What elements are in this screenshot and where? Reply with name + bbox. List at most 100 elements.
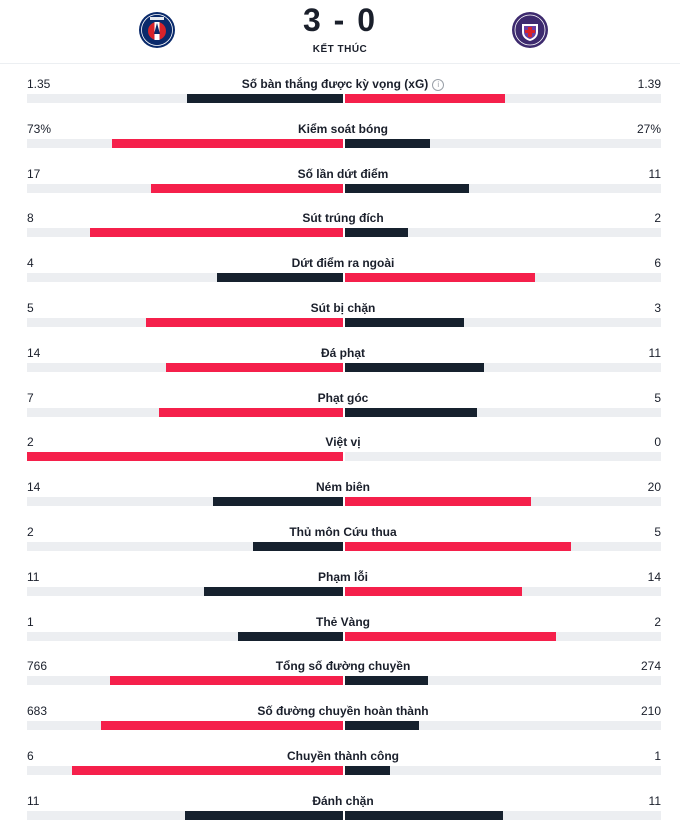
stat-label: Số đường chuyền hoàn thành <box>0 704 680 718</box>
away-stat-value: 274 <box>640 659 661 674</box>
stat-label-text: Phạt góc <box>317 390 369 405</box>
away-stat-bar <box>345 273 535 283</box>
away-stat-bar <box>345 407 477 417</box>
away-stat-bar-track <box>345 721 661 731</box>
stat-label: Sút bị chặn <box>0 301 680 315</box>
home-stat-value: 73% <box>27 121 52 136</box>
stat-row: 11 Phạm lỗi 14 <box>0 557 680 602</box>
home-stat-bar-track <box>27 362 343 372</box>
away-stat-bar-track <box>345 138 661 148</box>
away-stat-value: 14 <box>647 569 661 584</box>
home-stat-value: 2 <box>27 524 34 539</box>
home-stat-bar <box>101 721 343 731</box>
away-stat-bar <box>345 183 470 193</box>
away-stat-bar <box>345 765 391 775</box>
match-score: 3 - 0 <box>302 2 378 38</box>
away-stat-value: 1 <box>654 748 661 763</box>
away-stat-bar <box>345 362 485 372</box>
stat-row: 6 Chuyền thành công 1 <box>0 736 680 781</box>
stat-label-text: Kiểm soát bóng <box>297 121 388 136</box>
home-stat-value: 1.35 <box>27 77 51 91</box>
stat-label: Tổng số đường chuyền <box>0 659 680 673</box>
home-stat-bar <box>237 631 343 641</box>
home-stat-bar <box>158 407 343 417</box>
stat-label: Kiểm soát bóng <box>0 122 680 136</box>
stat-label-text: Ném biên <box>315 480 370 495</box>
home-stat-bar-track <box>27 407 343 417</box>
away-stat-bar <box>345 631 556 641</box>
home-stat-value: 17 <box>27 166 41 181</box>
away-stat-value: 20 <box>647 480 661 495</box>
stat-label-text: Thẻ Vàng <box>315 614 370 629</box>
home-stat-bar-track <box>27 631 343 641</box>
stat-row: 14 Đá phạt 11 <box>0 333 680 378</box>
home-stat-value: 6 <box>27 748 34 763</box>
stat-label: Đánh chặn <box>0 794 680 808</box>
stat-label: Thủ môn Cứu thua <box>0 525 680 539</box>
psg-logo-icon[interactable] <box>137 10 177 50</box>
away-stat-value: 0 <box>654 435 661 450</box>
home-stat-bar-track <box>27 452 343 462</box>
stat-label: Sút trúng đích <box>0 211 680 225</box>
home-stat-bar-track <box>27 138 343 148</box>
home-stat-bar <box>166 362 343 372</box>
away-stat-bar-track <box>345 317 661 327</box>
home-stat-bar <box>187 94 343 103</box>
stat-label: Việt vị <box>0 435 680 449</box>
home-stat-bar-track <box>27 676 343 686</box>
home-stat-value: 4 <box>27 256 34 271</box>
away-stat-value: 11 <box>648 793 661 808</box>
stat-row: 7 Phạt góc 5 <box>0 378 680 423</box>
away-stat-bar <box>345 497 531 507</box>
home-stat-value: 5 <box>27 300 34 315</box>
stat-label-text: Số lần dứt điểm <box>297 166 389 181</box>
home-stat-bar-track <box>27 317 343 327</box>
match-status: KẾT THÚC <box>312 44 368 55</box>
stat-row: 11 Đánh chặn 11 <box>0 781 680 826</box>
away-stat-value: 2 <box>654 211 661 226</box>
stat-label-text: Phạm lỗi <box>317 569 368 584</box>
away-stat-bar-track <box>345 273 661 283</box>
away-stat-bar <box>345 810 503 820</box>
home-stat-bar-track <box>27 228 343 238</box>
home-stat-bar-track <box>27 497 343 507</box>
away-stat-bar <box>345 676 429 686</box>
away-stat-bar-track <box>345 497 661 507</box>
stat-row: 683 Số đường chuyền hoàn thành 210 <box>0 691 680 736</box>
home-stat-value: 766 <box>27 659 48 674</box>
home-stat-value: 11 <box>27 793 40 808</box>
home-stat-bar-track <box>27 586 343 596</box>
away-stat-bar-track <box>345 586 661 596</box>
home-stat-bar-track <box>27 541 343 551</box>
away-stat-bar <box>345 541 571 551</box>
stat-label-text: Chuyền thành công <box>287 748 399 763</box>
home-stat-value: 2 <box>27 435 34 450</box>
toulouse-logo-icon[interactable] <box>510 10 550 50</box>
home-stat-bar <box>90 228 343 238</box>
away-stat-value: 210 <box>640 704 661 719</box>
stat-row: 1.35 Số bàn thắng được kỳ vọng (xG) i 1.39 <box>0 64 680 109</box>
home-stat-value: 11 <box>27 569 40 584</box>
home-stat-bar <box>145 317 343 327</box>
away-stat-value: 5 <box>654 524 661 539</box>
home-stat-bar <box>212 497 343 507</box>
home-stat-bar-track <box>27 721 343 731</box>
home-stat-bar-track <box>27 765 343 775</box>
stat-label-text: Số đường chuyền hoàn thành <box>257 704 429 719</box>
stat-row: 2 Thủ môn Cứu thua 5 <box>0 512 680 557</box>
away-stat-value: 5 <box>654 390 661 405</box>
away-stat-bar-track <box>345 452 661 462</box>
home-stat-value: 8 <box>27 211 34 226</box>
stat-label-text: Sút bị chặn <box>310 300 376 315</box>
away-stat-bar <box>345 317 464 327</box>
away-stat-bar-track <box>345 183 661 193</box>
info-icon[interactable]: i <box>432 79 445 91</box>
home-stat-bar <box>72 765 343 775</box>
away-stat-bar-track <box>345 810 661 820</box>
match-header: 3 - 0 KẾT THÚC <box>0 0 680 64</box>
home-stat-bar-track <box>27 94 343 103</box>
stat-label-text: Tổng số đường chuyền <box>275 659 411 674</box>
away-stat-value: 27% <box>636 121 661 136</box>
away-stat-bar-track <box>345 631 661 641</box>
stat-label-text: Dứt điểm ra ngoài <box>291 256 395 271</box>
